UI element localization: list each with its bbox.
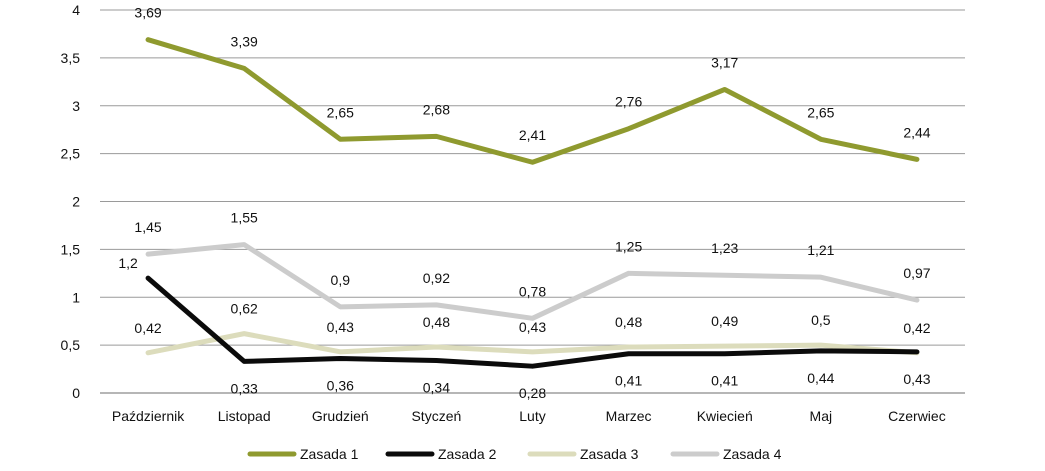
data-label: 2,65 <box>807 104 834 120</box>
y-tick-label: 1 <box>72 289 80 305</box>
data-label: 2,65 <box>327 104 354 120</box>
x-tick-label: Czerwiec <box>888 408 946 424</box>
legend-label: Zasada 1 <box>300 446 359 462</box>
y-tick-label: 3,5 <box>61 50 81 66</box>
data-label: 0,78 <box>519 283 546 299</box>
data-label: 0,43 <box>903 371 930 387</box>
data-label: 0,49 <box>711 313 738 329</box>
data-label: 3,17 <box>711 54 738 70</box>
y-tick-label: 0 <box>72 385 80 401</box>
legend-label: Zasada 2 <box>438 446 497 462</box>
x-tick-label: Grudzień <box>312 408 369 424</box>
data-label: 0,34 <box>423 379 450 395</box>
data-label: 0,41 <box>615 373 642 389</box>
data-label: 2,76 <box>615 94 642 110</box>
legend-label: Zasada 4 <box>723 446 782 462</box>
data-label: 0,43 <box>519 319 546 335</box>
y-tick-label: 4 <box>72 2 80 18</box>
data-label: 3,39 <box>231 33 258 49</box>
data-label: 1,45 <box>134 219 161 235</box>
data-label: 0,62 <box>231 301 258 317</box>
data-label: 0,42 <box>903 320 930 336</box>
x-tick-label: Marzec <box>606 408 652 424</box>
data-label: 0,43 <box>327 319 354 335</box>
series-line-4 <box>145 242 920 321</box>
data-label: 1,21 <box>807 242 834 258</box>
data-label: 0,92 <box>423 270 450 286</box>
data-label: 0,36 <box>327 378 354 394</box>
data-label: 0,97 <box>903 265 930 281</box>
x-tick-label: Luty <box>519 408 545 424</box>
data-label: 3,69 <box>134 5 161 21</box>
data-label: 1,55 <box>231 210 258 226</box>
y-tick-label: 2,5 <box>61 146 81 162</box>
grid <box>100 9 965 394</box>
data-label: 0,48 <box>615 314 642 330</box>
data-label: 0,28 <box>519 385 546 401</box>
data-label: 0,41 <box>711 373 738 389</box>
data-label: 1,2 <box>118 255 138 271</box>
y-tick-label: 2 <box>72 194 80 210</box>
data-label: 0,48 <box>423 314 450 330</box>
data-label: 0,9 <box>331 272 351 288</box>
data-label: 0,44 <box>807 370 834 386</box>
data-label: 0,33 <box>231 380 258 396</box>
y-axis: 0 0,5 1 1,5 2 2,5 3 3,5 4 <box>61 2 81 401</box>
data-label: 2,41 <box>519 127 546 143</box>
x-tick-label: Październik <box>112 408 185 424</box>
y-tick-label: 1,5 <box>61 241 81 257</box>
data-label: 1,25 <box>615 238 642 254</box>
series-lines <box>145 37 920 369</box>
data-label: 1,23 <box>711 240 738 256</box>
x-tick-label: Styczeń <box>411 408 461 424</box>
x-tick-label: Kwiecień <box>697 408 753 424</box>
data-label: 2,68 <box>423 101 450 117</box>
x-tick-label: Maj <box>810 408 833 424</box>
legend-label: Zasada 3 <box>580 446 639 462</box>
y-tick-label: 0,5 <box>61 337 81 353</box>
x-tick-label: Listopad <box>218 408 271 424</box>
data-label: 2,44 <box>903 124 930 140</box>
data-label: 0,5 <box>811 312 831 328</box>
y-tick-label: 3 <box>72 98 80 114</box>
data-label: 0,42 <box>134 320 161 336</box>
data-labels: 3,69 3,39 2,65 2,68 2,41 2,76 3,17 2,65 2,44 1,2 0… <box>118 5 930 402</box>
x-axis: Październik Listopad Grudzień Styczeń Luty Ma… <box>112 408 946 424</box>
legend: Zasada 1 Zasada 2 Zasada 3 Zasada 4 <box>247 446 782 462</box>
